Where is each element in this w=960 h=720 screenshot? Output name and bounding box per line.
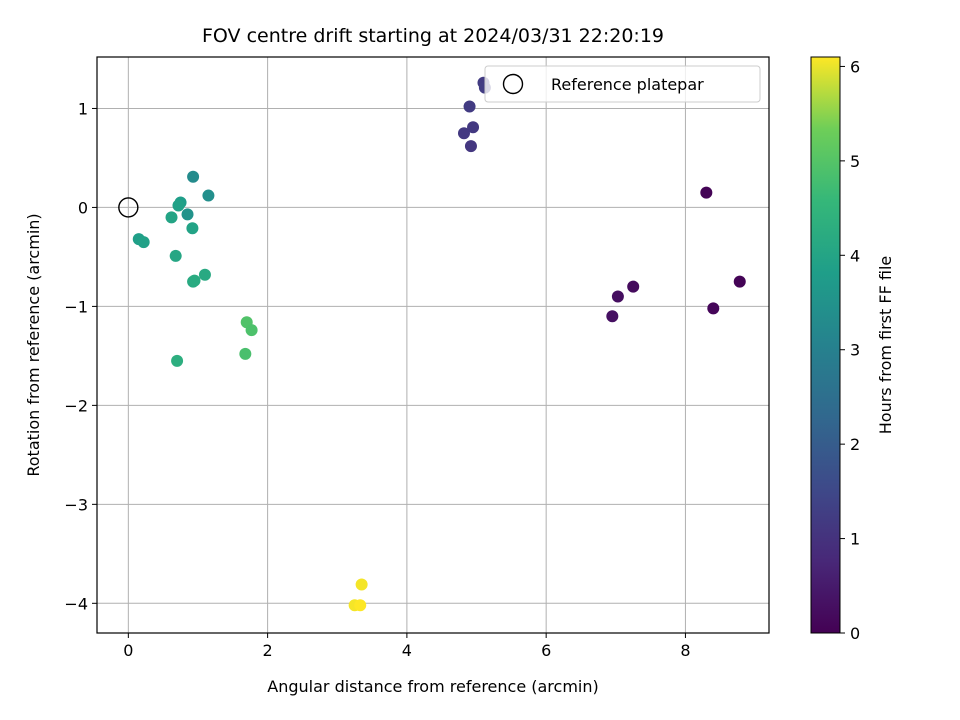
- scatter-point: [198, 268, 211, 281]
- scatter-point: [245, 324, 258, 337]
- y-tick-label: −1: [64, 297, 88, 316]
- legend: Reference platepar: [484, 65, 761, 103]
- colorbar-ticks: 0 1 2 3 4 5 6: [840, 57, 860, 643]
- scatter-point: [606, 310, 619, 323]
- plot-frame: [96, 56, 770, 634]
- y-tick-label: −2: [64, 396, 88, 415]
- colorbar-tick-label: 1: [850, 530, 860, 549]
- data-points: [132, 76, 746, 612]
- x-axis-ticks: 0 2 4 6 8: [123, 633, 691, 660]
- y-tick-label: 1: [78, 99, 88, 118]
- y-tick-label: −3: [64, 495, 88, 514]
- scatter-point: [202, 189, 215, 202]
- legend-entry-reference: Reference platepar: [551, 75, 704, 94]
- colorbar-tick-label: 0: [850, 624, 860, 643]
- scatter-point: [172, 199, 185, 212]
- y-axis-label: Rotation from reference (arcmin): [24, 213, 43, 476]
- scatter-point: [457, 127, 470, 140]
- x-tick-label: 8: [680, 641, 690, 660]
- colorbar: [810, 56, 841, 634]
- scatter-point: [239, 347, 252, 360]
- scatter-point: [171, 354, 184, 367]
- grid-lines: [97, 57, 769, 633]
- y-axis-ticks: 1 0 −1 −2 −3 −4: [64, 99, 97, 613]
- reference-point: [118, 197, 139, 218]
- scatter-point: [169, 249, 182, 262]
- scatter-point: [188, 274, 201, 287]
- scatter-point: [733, 275, 746, 288]
- chart-title: FOV centre drift starting at 2024/03/31 …: [202, 25, 664, 47]
- scatter-point: [627, 280, 640, 293]
- colorbar-tick-label: 2: [850, 435, 860, 454]
- scatter-point: [165, 211, 178, 224]
- scatter-point: [187, 170, 200, 183]
- scatter-point: [354, 599, 367, 612]
- legend-box: [484, 65, 761, 103]
- y-tick-label: −4: [64, 594, 88, 613]
- scatter-point: [137, 236, 150, 249]
- colorbar-label: Hours from first FF file: [876, 256, 895, 435]
- y-tick-label: 0: [78, 198, 88, 217]
- scatter-point: [464, 140, 477, 153]
- scatter-point: [355, 578, 368, 591]
- scatter-point: [463, 100, 476, 113]
- colorbar-tick-label: 4: [850, 246, 860, 265]
- legend-marker: [502, 73, 524, 95]
- x-tick-label: 0: [123, 641, 133, 660]
- colorbar-tick-label: 3: [850, 341, 860, 360]
- scatter-point: [186, 222, 199, 235]
- scatter-point: [700, 186, 713, 199]
- x-tick-label: 6: [541, 641, 551, 660]
- scatter-point: [611, 290, 624, 303]
- scatter-point: [707, 302, 720, 315]
- x-axis-label: Angular distance from reference (arcmin): [267, 677, 598, 696]
- scatter-point: [181, 208, 194, 221]
- reference-platepar-marker: [118, 197, 139, 218]
- x-tick-label: 2: [263, 641, 273, 660]
- colorbar-tick-label: 5: [850, 152, 860, 171]
- scatter-point: [467, 121, 480, 134]
- x-tick-label: 4: [402, 641, 412, 660]
- colorbar-tick-label: 6: [850, 57, 860, 76]
